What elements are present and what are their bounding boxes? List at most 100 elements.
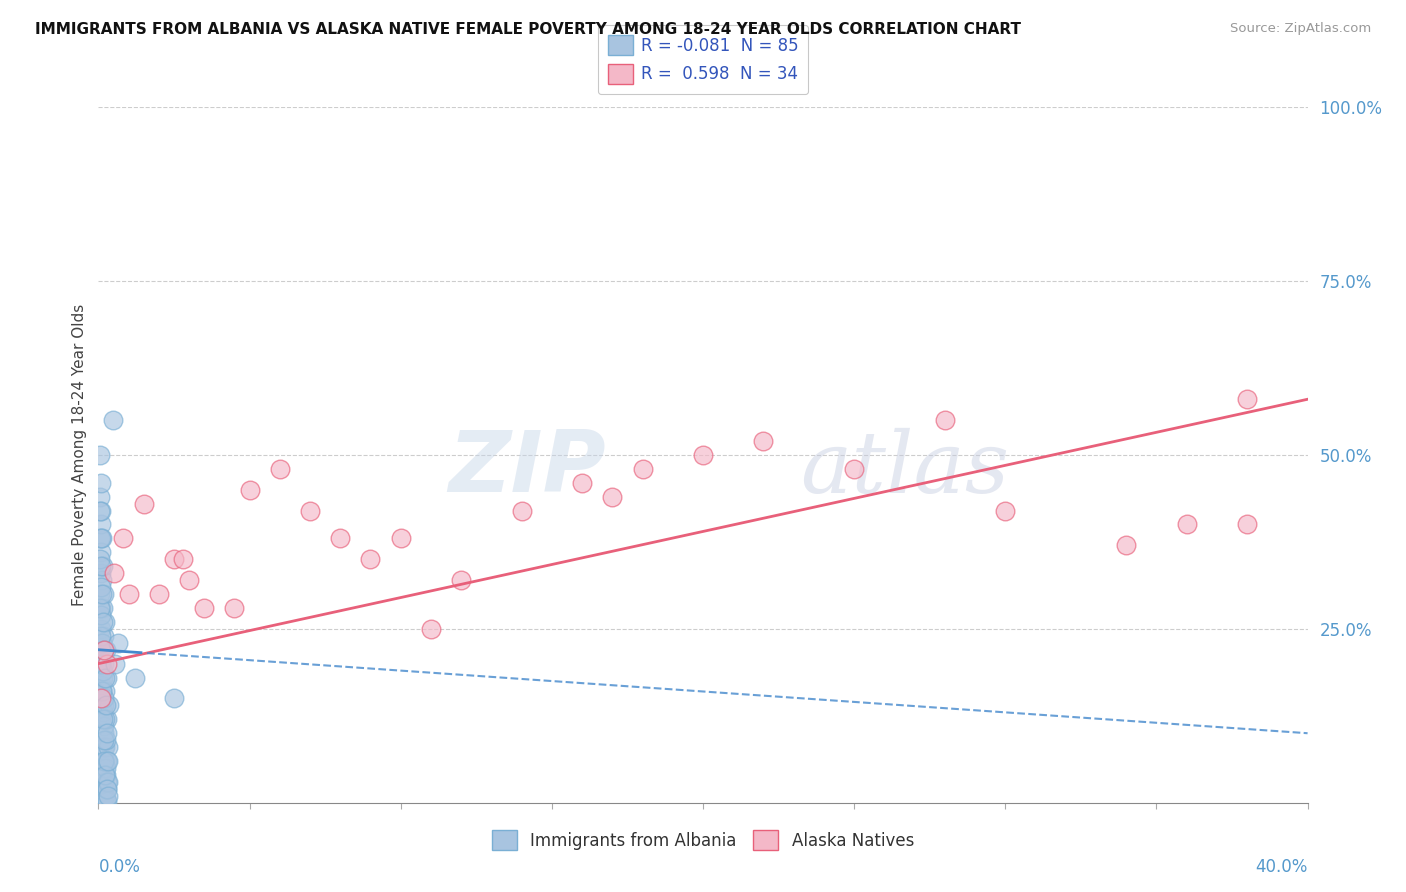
Point xyxy=(90,622,112,636)
Point xyxy=(90,601,112,615)
Point xyxy=(89,503,111,517)
Point xyxy=(96,794,118,808)
Point xyxy=(269,462,291,476)
Point xyxy=(179,573,201,587)
Point xyxy=(89,490,111,504)
Point xyxy=(91,636,114,650)
Point xyxy=(97,740,120,755)
Point xyxy=(91,664,114,678)
Point xyxy=(91,615,114,629)
Point xyxy=(91,601,114,615)
Point xyxy=(94,733,117,747)
Point xyxy=(91,684,114,698)
Legend: Immigrants from Albania, Alaska Natives: Immigrants from Albania, Alaska Natives xyxy=(485,823,921,857)
Point xyxy=(93,657,115,671)
Text: IMMIGRANTS FROM ALBANIA VS ALASKA NATIVE FEMALE POVERTY AMONG 18-24 YEAR OLDS CO: IMMIGRANTS FROM ALBANIA VS ALASKA NATIVE… xyxy=(35,22,1021,37)
Text: 0.0%: 0.0% xyxy=(98,858,141,877)
Point xyxy=(93,740,115,755)
Point xyxy=(94,754,117,768)
Point xyxy=(96,781,118,796)
Point xyxy=(163,691,186,706)
Text: 40.0%: 40.0% xyxy=(1256,858,1308,877)
Point xyxy=(90,691,112,706)
Point xyxy=(90,657,112,671)
Point xyxy=(571,475,593,490)
Point xyxy=(90,545,112,559)
Point xyxy=(93,754,115,768)
Point xyxy=(93,642,115,657)
Point xyxy=(360,552,382,566)
Point xyxy=(602,490,624,504)
Point xyxy=(163,552,186,566)
Point xyxy=(91,706,114,720)
Point xyxy=(90,475,112,490)
Point xyxy=(98,698,121,713)
Point xyxy=(93,691,115,706)
Point xyxy=(91,559,114,574)
Point xyxy=(89,532,111,546)
Point xyxy=(91,532,114,546)
Y-axis label: Female Poverty Among 18-24 Year Olds: Female Poverty Among 18-24 Year Olds xyxy=(72,304,87,606)
Point xyxy=(450,573,472,587)
Point xyxy=(90,517,112,532)
Point xyxy=(89,448,111,462)
Point xyxy=(107,636,129,650)
Point xyxy=(94,792,117,806)
Point xyxy=(93,719,115,733)
Point xyxy=(692,448,714,462)
Point xyxy=(89,552,111,566)
Point xyxy=(132,497,155,511)
Point xyxy=(94,671,117,685)
Point xyxy=(299,503,322,517)
Point xyxy=(91,740,114,755)
Point xyxy=(90,629,112,643)
Point xyxy=(101,413,124,427)
Point xyxy=(93,642,115,657)
Point xyxy=(96,657,118,671)
Point xyxy=(94,615,117,629)
Point xyxy=(329,532,352,546)
Point xyxy=(752,434,775,448)
Point xyxy=(1175,517,1198,532)
Point xyxy=(94,684,117,698)
Point xyxy=(90,532,112,546)
Text: ZIP: ZIP xyxy=(449,427,606,510)
Point xyxy=(1236,392,1258,407)
Point xyxy=(111,532,134,546)
Point xyxy=(97,775,120,789)
Point xyxy=(96,781,118,796)
Point xyxy=(93,698,115,713)
Point xyxy=(93,587,115,601)
Point xyxy=(90,607,112,622)
Point xyxy=(94,768,117,782)
Point xyxy=(96,754,118,768)
Point xyxy=(90,559,112,574)
Point xyxy=(97,754,120,768)
Point xyxy=(93,726,115,740)
Point xyxy=(94,789,117,803)
Point xyxy=(94,698,117,713)
Point xyxy=(91,587,114,601)
Point xyxy=(93,733,115,747)
Point xyxy=(91,636,114,650)
Text: Source: ZipAtlas.com: Source: ZipAtlas.com xyxy=(1230,22,1371,36)
Point xyxy=(90,566,112,581)
Point xyxy=(193,601,215,615)
Point xyxy=(90,503,112,517)
Point xyxy=(91,573,114,587)
Point xyxy=(94,712,117,726)
Point xyxy=(93,775,115,789)
Point xyxy=(934,413,956,427)
Point xyxy=(96,761,118,775)
Point xyxy=(239,483,262,497)
Point xyxy=(97,789,120,803)
Point xyxy=(420,622,443,636)
Point xyxy=(90,657,112,671)
Point xyxy=(91,712,114,726)
Point xyxy=(510,503,533,517)
Point xyxy=(103,566,125,581)
Point xyxy=(1115,538,1137,552)
Point xyxy=(224,601,246,615)
Point xyxy=(96,712,118,726)
Point xyxy=(96,726,118,740)
